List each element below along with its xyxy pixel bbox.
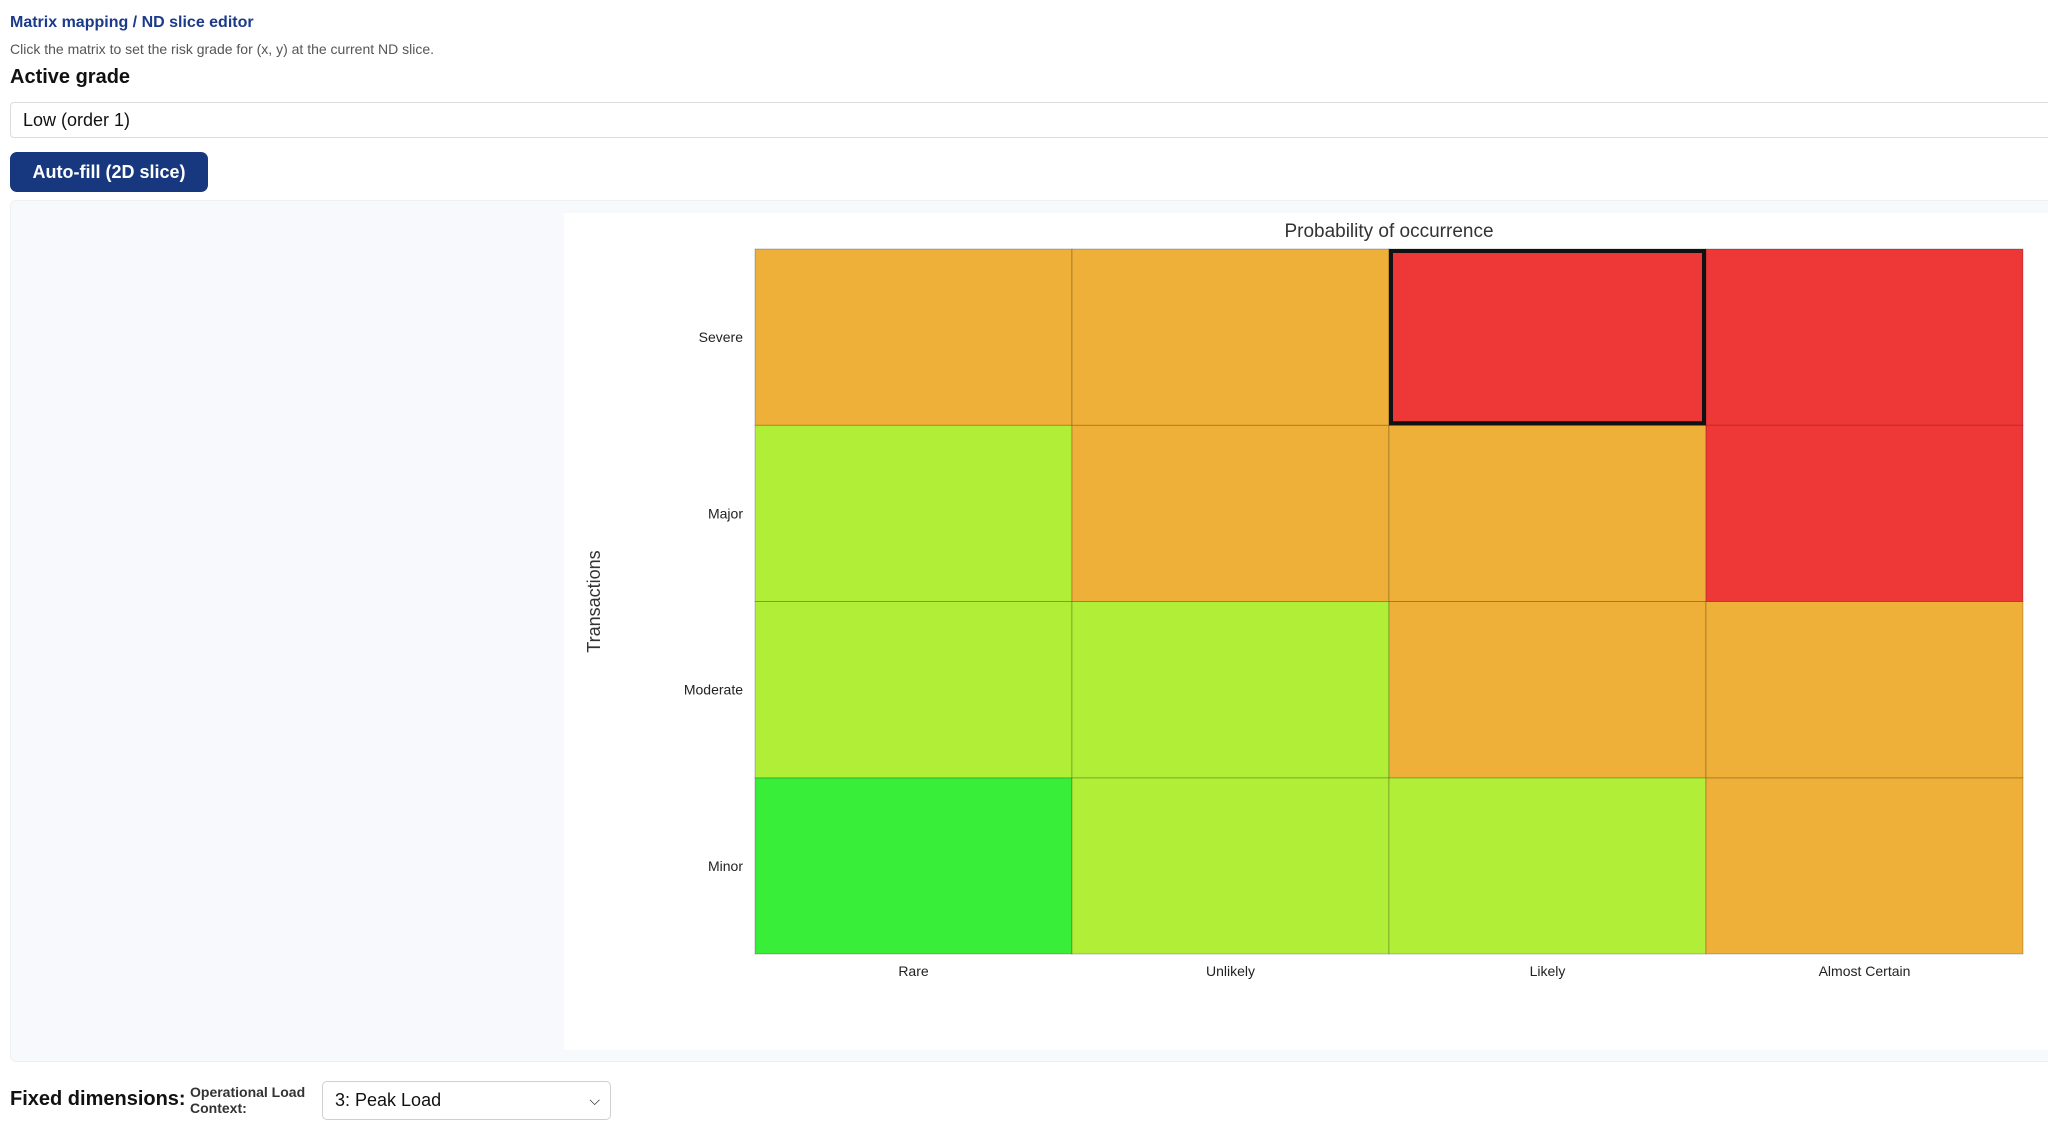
operational-load-context-label: Operational Load Context: <box>190 1084 306 1116</box>
matrix-cell-likely-major[interactable] <box>1388 424 1707 602</box>
matrix-cell-rare-minor[interactable] <box>754 777 1073 955</box>
y-tick-label-minor: Minor <box>708 858 743 874</box>
y-tick-label-severe: Severe <box>699 329 744 345</box>
operational-load-context-select[interactable]: 3: Peak Load ⌵ <box>322 1081 611 1120</box>
instructions-text: Click the matrix to set the risk grade f… <box>10 41 435 57</box>
page-title: Matrix mapping / ND slice editor <box>10 14 254 31</box>
matrix-cell-likely-moderate[interactable] <box>1388 601 1707 779</box>
x-tick-label-unlikely: Unlikely <box>1206 963 1255 979</box>
active-grade-value: Low (order 1) <box>23 110 131 130</box>
selected-cell-outline <box>1389 249 1706 426</box>
x-tick-label-likely: Likely <box>1530 963 1566 979</box>
y-tick-label-major: Major <box>708 505 743 521</box>
matrix-cell-almost-certain-minor[interactable] <box>1705 777 2024 955</box>
y-tick-label-moderate: Moderate <box>684 682 743 698</box>
matrix-cell-rare-severe[interactable] <box>754 248 1073 426</box>
matrix-cell-likely-minor[interactable] <box>1388 777 1707 955</box>
matrix-cell-unlikely-severe[interactable] <box>1071 248 1390 426</box>
x-tick-label-rare: Rare <box>898 963 929 979</box>
x-tick-label-almost-certain: Almost Certain <box>1819 963 1911 979</box>
autofill-button[interactable]: Auto-fill (2D slice) <box>10 152 208 192</box>
matrix-cell-rare-major[interactable] <box>754 424 1073 602</box>
matrix-cell-rare-moderate[interactable] <box>754 601 1073 779</box>
matrix-cell-almost-certain-severe[interactable] <box>1705 248 2024 426</box>
matrix-cell-unlikely-moderate[interactable] <box>1071 601 1390 779</box>
matrix-cell-unlikely-minor[interactable] <box>1071 777 1390 955</box>
matrix-cell-almost-certain-moderate[interactable] <box>1705 601 2024 779</box>
matrix-chart: Probability of occurrence Minor Moderate Ma… <box>564 213 2048 1050</box>
matrix-cell-almost-certain-major[interactable] <box>1705 424 2024 602</box>
risk-matrix-svg[interactable]: Probability of occurrence Minor Moderate Ma… <box>564 213 2048 1050</box>
y-axis-label: Transactions <box>584 550 604 652</box>
active-grade-label: Active grade <box>10 66 131 88</box>
active-grade-select[interactable]: Low (order 1) <box>10 102 2048 138</box>
operational-load-context-value: 3: Peak Load <box>335 1090 442 1110</box>
matrix-cell-unlikely-major[interactable] <box>1071 424 1390 602</box>
matrix-cell-likely-severe[interactable] <box>1388 248 1707 426</box>
chart-title: Probability of occurrence <box>1284 221 1493 242</box>
chevron-down-icon: ⌵ <box>589 1092 600 1108</box>
fixed-dimensions-label: Fixed dimensions: <box>10 1088 186 1110</box>
